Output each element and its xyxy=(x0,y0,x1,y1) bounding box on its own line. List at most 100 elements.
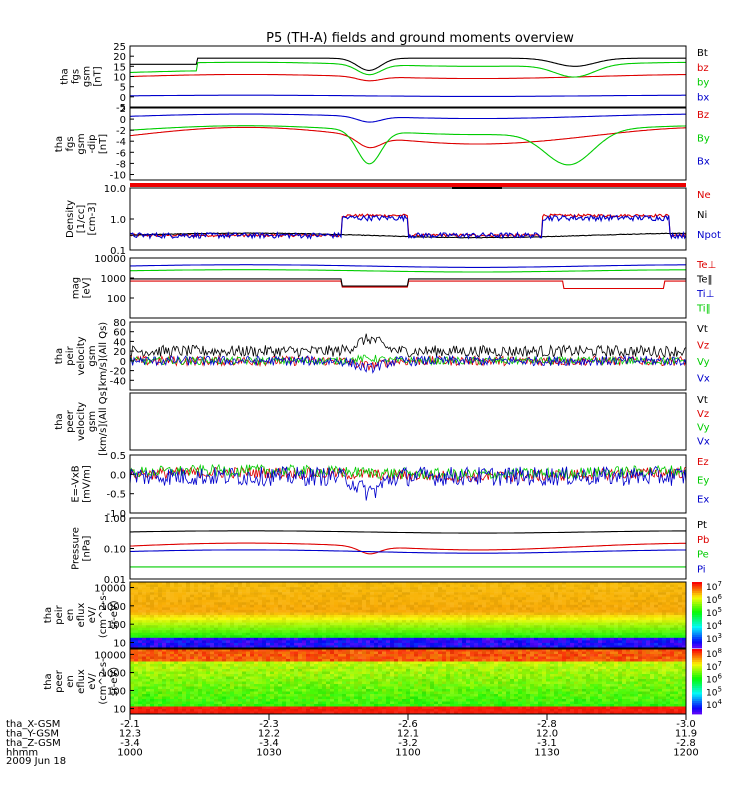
spectrogram-cell xyxy=(534,584,539,588)
spectrogram-cell xyxy=(398,664,403,667)
spectrogram-cell xyxy=(134,602,139,606)
spectrogram-cell xyxy=(678,612,683,616)
spectrogram-cell xyxy=(246,625,251,628)
spectrogram-cell xyxy=(334,649,339,652)
spectrogram-cell xyxy=(434,592,439,595)
spectrogram-cell xyxy=(190,630,195,633)
spectrogram-cell xyxy=(442,666,447,670)
spectrogram-cell xyxy=(554,587,559,590)
spectrogram-cell xyxy=(610,627,615,631)
spectrogram-cell xyxy=(678,640,683,644)
spectrogram-cell xyxy=(586,649,591,652)
spectrogram-cell xyxy=(590,592,595,595)
spectrogram-cell xyxy=(570,617,575,621)
spectrogram-cell xyxy=(302,635,307,639)
spectrogram-cell xyxy=(242,604,247,608)
spectrogram-cell xyxy=(546,617,551,621)
spectrogram-cell xyxy=(246,622,251,626)
spectrogram-cell xyxy=(510,622,515,626)
spectrogram-cell xyxy=(438,617,443,621)
spectrogram-cell xyxy=(502,584,507,588)
spectrogram-cell xyxy=(134,654,139,657)
spectrogram-cell xyxy=(286,649,291,652)
spectrogram-cell xyxy=(166,584,171,588)
spectrogram-cell xyxy=(414,649,419,652)
spectrogram-cell xyxy=(186,625,191,628)
spectrogram-cell xyxy=(682,635,687,639)
spectrogram-cell xyxy=(374,607,379,611)
spectrogram-cell xyxy=(298,589,303,593)
spectrogram-cell xyxy=(582,592,587,595)
spectrogram-cell xyxy=(446,602,451,606)
spectrogram-cell xyxy=(286,651,291,655)
spectrogram-cell xyxy=(406,661,411,665)
spectrogram-cell xyxy=(578,620,583,623)
spectrogram-cell xyxy=(286,627,291,631)
spectrogram-cell xyxy=(414,645,419,649)
spectrogram-cell xyxy=(634,587,639,590)
spectrogram-cell xyxy=(654,651,659,655)
spectrogram-cell xyxy=(666,632,671,636)
spectrogram-cell xyxy=(378,622,383,626)
spectrogram-cell xyxy=(650,599,655,603)
spectrogram-cell xyxy=(426,622,431,626)
spectrogram-cell xyxy=(294,584,299,588)
spectrogram-cell xyxy=(290,637,295,641)
spectrogram-cell xyxy=(502,661,507,665)
spectrogram-cell xyxy=(274,637,279,641)
spectrogram-cell xyxy=(338,620,343,623)
spectrogram-cell xyxy=(602,615,607,618)
spectrogram-cell xyxy=(334,630,339,633)
spectrogram-cell xyxy=(514,584,519,588)
spectrogram-cell xyxy=(618,604,623,608)
spectrogram-cell xyxy=(202,632,207,636)
spectrogram-cell xyxy=(198,582,203,585)
spectrogram-cell xyxy=(538,594,543,598)
spectrogram-cell xyxy=(566,582,571,585)
spectrogram-cell xyxy=(626,587,631,590)
spectrogram-cell xyxy=(550,615,555,618)
spectrogram-cell xyxy=(498,622,503,626)
spectrogram-cell xyxy=(530,604,535,608)
spectrogram-cell xyxy=(646,627,651,631)
spectrogram-cell xyxy=(622,599,627,603)
y-tick-label: -0.5 xyxy=(106,490,126,501)
spectrogram-cell xyxy=(470,625,475,628)
spectrogram-cell xyxy=(578,642,583,646)
spectrogram-cell xyxy=(210,594,215,598)
spectrogram-cell xyxy=(434,640,439,644)
spectrogram-cell xyxy=(546,627,551,631)
spectrogram-cell xyxy=(582,622,587,626)
spectrogram-cell xyxy=(362,584,367,588)
spectrogram-cell xyxy=(162,640,167,644)
spectrogram-cell xyxy=(222,642,227,646)
spectrogram-cell xyxy=(322,654,327,657)
y-axis-label: tha xyxy=(54,348,65,364)
spectrogram-cell xyxy=(382,594,387,598)
spectrogram-cell xyxy=(598,651,603,655)
spectrogram-cell xyxy=(350,661,355,665)
spectrogram-cell xyxy=(206,612,211,616)
spectrogram-cell xyxy=(366,632,371,636)
spectrogram-cell xyxy=(558,604,563,608)
spectrogram-cell xyxy=(318,645,323,649)
spectrogram-cell xyxy=(154,669,159,672)
spectrogram-cell xyxy=(658,630,663,633)
spectrogram-cell xyxy=(378,592,383,595)
spectrogram-cell xyxy=(218,582,223,585)
spectrogram-cell xyxy=(430,656,435,660)
spectrogram-cell xyxy=(554,594,559,598)
spectrogram-cell xyxy=(318,659,323,662)
spectrogram-cell xyxy=(570,645,575,649)
spectrogram-cell xyxy=(646,654,651,657)
spectrogram-cell xyxy=(682,637,687,641)
y-axis-label: gsm xyxy=(82,66,93,87)
spectrogram-cell xyxy=(634,642,639,646)
spectrogram-cell xyxy=(130,627,135,631)
spectrogram-cell xyxy=(286,620,291,623)
spectrogram-cell xyxy=(138,656,143,660)
spectrogram-cell xyxy=(450,654,455,657)
spectrogram-cell xyxy=(202,604,207,608)
spectrogram-cell xyxy=(250,659,255,662)
spectrogram-cell xyxy=(378,649,383,652)
